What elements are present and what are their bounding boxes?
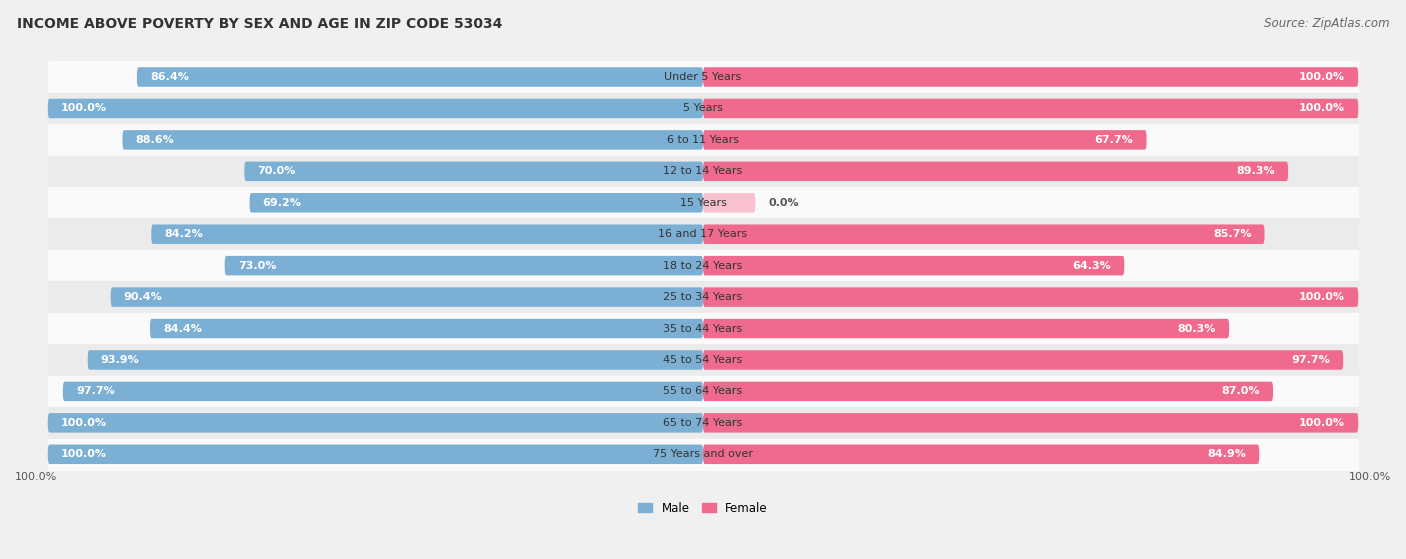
FancyBboxPatch shape bbox=[136, 67, 703, 87]
Text: 16 and 17 Years: 16 and 17 Years bbox=[658, 229, 748, 239]
Text: 80.3%: 80.3% bbox=[1178, 324, 1216, 334]
Text: 15 Years: 15 Years bbox=[679, 198, 727, 208]
FancyBboxPatch shape bbox=[703, 67, 1358, 87]
Bar bbox=[48, 61, 1358, 93]
Text: Under 5 Years: Under 5 Years bbox=[665, 72, 741, 82]
Text: 84.9%: 84.9% bbox=[1208, 449, 1246, 459]
Text: 0.0%: 0.0% bbox=[769, 198, 799, 208]
FancyBboxPatch shape bbox=[48, 413, 703, 433]
Bar bbox=[48, 281, 1358, 313]
Text: 100.0%: 100.0% bbox=[15, 472, 58, 482]
FancyBboxPatch shape bbox=[122, 130, 703, 150]
Text: 100.0%: 100.0% bbox=[1299, 418, 1346, 428]
FancyBboxPatch shape bbox=[703, 382, 1272, 401]
Text: 97.7%: 97.7% bbox=[76, 386, 115, 396]
Text: 90.4%: 90.4% bbox=[124, 292, 163, 302]
Text: 6 to 11 Years: 6 to 11 Years bbox=[666, 135, 740, 145]
Text: 55 to 64 Years: 55 to 64 Years bbox=[664, 386, 742, 396]
FancyBboxPatch shape bbox=[703, 99, 1358, 118]
Bar bbox=[48, 155, 1358, 187]
Text: 25 to 34 Years: 25 to 34 Years bbox=[664, 292, 742, 302]
FancyBboxPatch shape bbox=[703, 413, 1358, 433]
Text: 73.0%: 73.0% bbox=[238, 260, 276, 271]
Text: 67.7%: 67.7% bbox=[1095, 135, 1133, 145]
Text: INCOME ABOVE POVERTY BY SEX AND AGE IN ZIP CODE 53034: INCOME ABOVE POVERTY BY SEX AND AGE IN Z… bbox=[17, 17, 502, 31]
Text: Source: ZipAtlas.com: Source: ZipAtlas.com bbox=[1264, 17, 1389, 30]
Text: 35 to 44 Years: 35 to 44 Years bbox=[664, 324, 742, 334]
FancyBboxPatch shape bbox=[87, 350, 703, 369]
FancyBboxPatch shape bbox=[48, 444, 703, 464]
Bar bbox=[48, 407, 1358, 439]
Text: 100.0%: 100.0% bbox=[60, 103, 107, 113]
FancyBboxPatch shape bbox=[703, 162, 1288, 181]
Text: 100.0%: 100.0% bbox=[1299, 292, 1346, 302]
Bar bbox=[48, 124, 1358, 155]
Text: 69.2%: 69.2% bbox=[263, 198, 301, 208]
FancyBboxPatch shape bbox=[150, 319, 703, 338]
FancyBboxPatch shape bbox=[703, 287, 1358, 307]
Text: 45 to 54 Years: 45 to 54 Years bbox=[664, 355, 742, 365]
FancyBboxPatch shape bbox=[225, 256, 703, 276]
Text: 97.7%: 97.7% bbox=[1291, 355, 1330, 365]
FancyBboxPatch shape bbox=[703, 319, 1229, 338]
Bar bbox=[48, 250, 1358, 281]
Bar bbox=[48, 93, 1358, 124]
Bar bbox=[48, 219, 1358, 250]
Text: 89.3%: 89.3% bbox=[1236, 167, 1275, 176]
Bar bbox=[48, 344, 1358, 376]
Bar bbox=[48, 313, 1358, 344]
Text: 100.0%: 100.0% bbox=[1299, 103, 1346, 113]
Bar bbox=[48, 376, 1358, 407]
Text: 100.0%: 100.0% bbox=[1348, 472, 1391, 482]
Text: 100.0%: 100.0% bbox=[1299, 72, 1346, 82]
FancyBboxPatch shape bbox=[111, 287, 703, 307]
FancyBboxPatch shape bbox=[703, 225, 1264, 244]
FancyBboxPatch shape bbox=[48, 99, 703, 118]
Text: 70.0%: 70.0% bbox=[257, 167, 295, 176]
FancyBboxPatch shape bbox=[703, 193, 755, 212]
Bar bbox=[48, 439, 1358, 470]
Text: 84.4%: 84.4% bbox=[163, 324, 202, 334]
Text: 64.3%: 64.3% bbox=[1073, 260, 1111, 271]
FancyBboxPatch shape bbox=[63, 382, 703, 401]
FancyBboxPatch shape bbox=[703, 130, 1147, 150]
Bar bbox=[48, 187, 1358, 219]
FancyBboxPatch shape bbox=[152, 225, 703, 244]
FancyBboxPatch shape bbox=[703, 350, 1343, 369]
Text: 18 to 24 Years: 18 to 24 Years bbox=[664, 260, 742, 271]
Text: 12 to 14 Years: 12 to 14 Years bbox=[664, 167, 742, 176]
Text: 75 Years and over: 75 Years and over bbox=[652, 449, 754, 459]
Text: 85.7%: 85.7% bbox=[1213, 229, 1251, 239]
Text: 93.9%: 93.9% bbox=[101, 355, 139, 365]
Text: 100.0%: 100.0% bbox=[60, 418, 107, 428]
Text: 100.0%: 100.0% bbox=[60, 449, 107, 459]
Text: 65 to 74 Years: 65 to 74 Years bbox=[664, 418, 742, 428]
Text: 86.4%: 86.4% bbox=[150, 72, 188, 82]
FancyBboxPatch shape bbox=[703, 256, 1125, 276]
FancyBboxPatch shape bbox=[245, 162, 703, 181]
Text: 87.0%: 87.0% bbox=[1222, 386, 1260, 396]
Text: 88.6%: 88.6% bbox=[135, 135, 174, 145]
FancyBboxPatch shape bbox=[250, 193, 703, 212]
FancyBboxPatch shape bbox=[703, 444, 1260, 464]
Legend: Male, Female: Male, Female bbox=[634, 497, 772, 519]
Text: 84.2%: 84.2% bbox=[165, 229, 202, 239]
Text: 5 Years: 5 Years bbox=[683, 103, 723, 113]
